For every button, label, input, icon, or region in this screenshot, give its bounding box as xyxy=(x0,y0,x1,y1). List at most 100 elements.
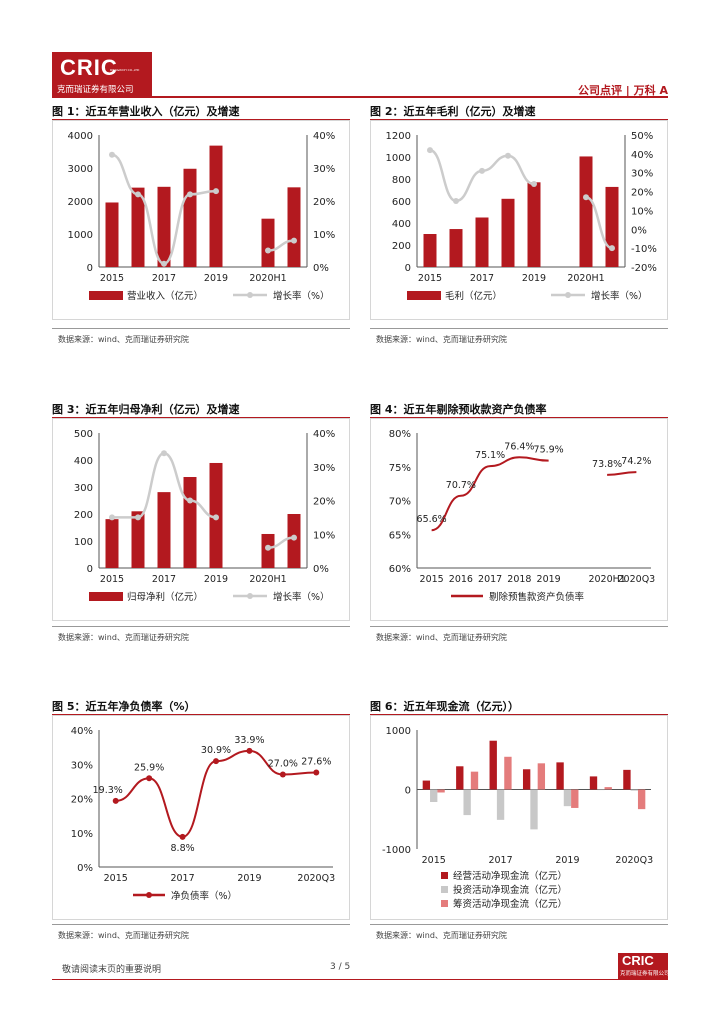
legend-label: 营业收入（亿元） xyxy=(127,290,203,302)
bar xyxy=(183,168,197,267)
bar xyxy=(209,145,223,267)
source-divider xyxy=(52,626,350,627)
bar xyxy=(131,511,145,568)
source-divider xyxy=(370,328,668,329)
y-tick-label: 20% xyxy=(71,795,93,806)
data-point xyxy=(135,191,141,198)
figure-source: 数据来源：wind、克而瑞证券研究院 xyxy=(376,335,507,344)
data-label: 27.6% xyxy=(301,756,331,767)
bar xyxy=(287,187,301,267)
source-divider xyxy=(370,924,668,925)
bar xyxy=(287,514,301,568)
bar xyxy=(630,789,638,791)
figure-source: 数据来源：wind、克而瑞证券研究院 xyxy=(376,633,507,642)
y-tick-label: 4000 xyxy=(68,131,93,142)
bar xyxy=(463,789,471,816)
logo-subtitle: 克而瑞证券有限公司 xyxy=(57,85,134,95)
figure-title: 图 3：近五年归母净利（亿元）及增速 xyxy=(52,403,240,416)
bar xyxy=(571,789,579,808)
data-point xyxy=(179,833,186,840)
y2-tick-label: -20% xyxy=(631,263,657,274)
y2-tick-label: 30% xyxy=(313,463,335,474)
bar xyxy=(430,789,438,802)
y-tick-label: 75% xyxy=(389,463,411,474)
legend-swatch xyxy=(407,291,441,300)
chart-1: 0 1000 2000 3000 4000 0% 10% 20% 30% 40% 2015 2017 2… xyxy=(52,120,350,320)
legend-marker xyxy=(565,292,571,298)
bar xyxy=(261,218,275,267)
bar xyxy=(504,756,512,790)
figure-title-underline xyxy=(52,417,350,418)
y-tick-label: 800 xyxy=(392,175,411,186)
x-tick-label: 2017 xyxy=(152,574,176,585)
bar xyxy=(423,234,437,267)
data-point xyxy=(135,514,141,521)
chart-6: -1000 0 1000 2015 2017 2019 2020Q3 经营活动净现金流（亿元）… xyxy=(370,715,668,920)
figure-title-underline xyxy=(370,119,668,120)
data-point xyxy=(427,147,433,154)
bar xyxy=(597,789,605,791)
source-divider xyxy=(370,626,668,627)
y2-tick-label: 40% xyxy=(631,150,653,161)
data-label: 30.9% xyxy=(201,745,231,756)
data-point xyxy=(109,151,115,158)
y2-tick-label: 40% xyxy=(313,131,335,142)
data-point xyxy=(479,167,485,174)
y-tick-label: 600 xyxy=(392,197,411,208)
legend-label: 净负债率（%） xyxy=(171,890,237,902)
legend-swatch xyxy=(441,886,448,893)
bar xyxy=(105,202,119,267)
y-tick-label: 70% xyxy=(389,497,411,508)
figure-title-underline xyxy=(370,714,668,715)
figure-title-underline xyxy=(52,714,350,715)
legend-label: 增长率（%） xyxy=(273,591,330,603)
legend-marker xyxy=(247,292,253,298)
bar xyxy=(449,229,463,267)
legend-label: 投资活动净现金流（亿元） xyxy=(453,884,567,896)
y2-tick-label: 20% xyxy=(313,497,335,508)
bar xyxy=(456,766,464,790)
x-tick-label: 2015 xyxy=(420,574,444,585)
data-point xyxy=(246,747,253,754)
data-point xyxy=(279,771,286,778)
y-tick-label: 100 xyxy=(74,537,93,548)
y-tick-label: 1200 xyxy=(386,131,411,142)
bar xyxy=(589,776,598,790)
bar xyxy=(131,187,145,267)
bar xyxy=(537,763,546,790)
y-tick-label: 200 xyxy=(74,510,93,521)
x-tick-label: 2015 xyxy=(100,273,124,284)
x-tick-label: 2017 xyxy=(470,273,494,284)
data-point xyxy=(609,245,615,252)
y2-tick-label: 20% xyxy=(631,188,653,199)
series-line xyxy=(585,195,613,250)
y2-tick-label: 30% xyxy=(313,164,335,175)
legend-label: 归母净利（亿元） xyxy=(127,591,203,603)
figure-source: 数据来源：wind、克而瑞证券研究院 xyxy=(58,335,189,344)
data-label: 76.4% xyxy=(504,441,534,452)
footer-logo: CRIC 克而瑞证券有限公司 xyxy=(618,953,670,979)
data-point xyxy=(109,514,115,521)
y-tick-label: -1000 xyxy=(382,845,411,856)
y-tick-label: 2000 xyxy=(68,197,93,208)
bar xyxy=(501,198,515,267)
bar xyxy=(470,771,479,790)
legend-label: 毛利（亿元） xyxy=(445,290,502,302)
legend-marker xyxy=(146,892,152,898)
data-label: 74.2% xyxy=(621,456,651,467)
bar xyxy=(637,789,646,810)
data-point xyxy=(313,769,320,776)
x-tick-label: 2017 xyxy=(170,873,194,884)
data-label: 33.9% xyxy=(234,735,264,746)
y-tick-label: 0% xyxy=(77,863,93,874)
figure-title: 图 6：近五年现金流（亿元）） xyxy=(370,700,519,713)
y-tick-label: 0 xyxy=(87,263,93,274)
legend-swatch xyxy=(441,872,448,879)
x-tick-label: 2017 xyxy=(488,855,512,866)
data-label: 75.1% xyxy=(475,450,505,461)
bar xyxy=(563,789,572,807)
y-tick-label: 1000 xyxy=(386,153,411,164)
y-tick-label: 500 xyxy=(74,429,93,440)
data-point xyxy=(187,191,193,198)
legend-label: 筹资活动净现金流（亿元） xyxy=(453,898,567,910)
